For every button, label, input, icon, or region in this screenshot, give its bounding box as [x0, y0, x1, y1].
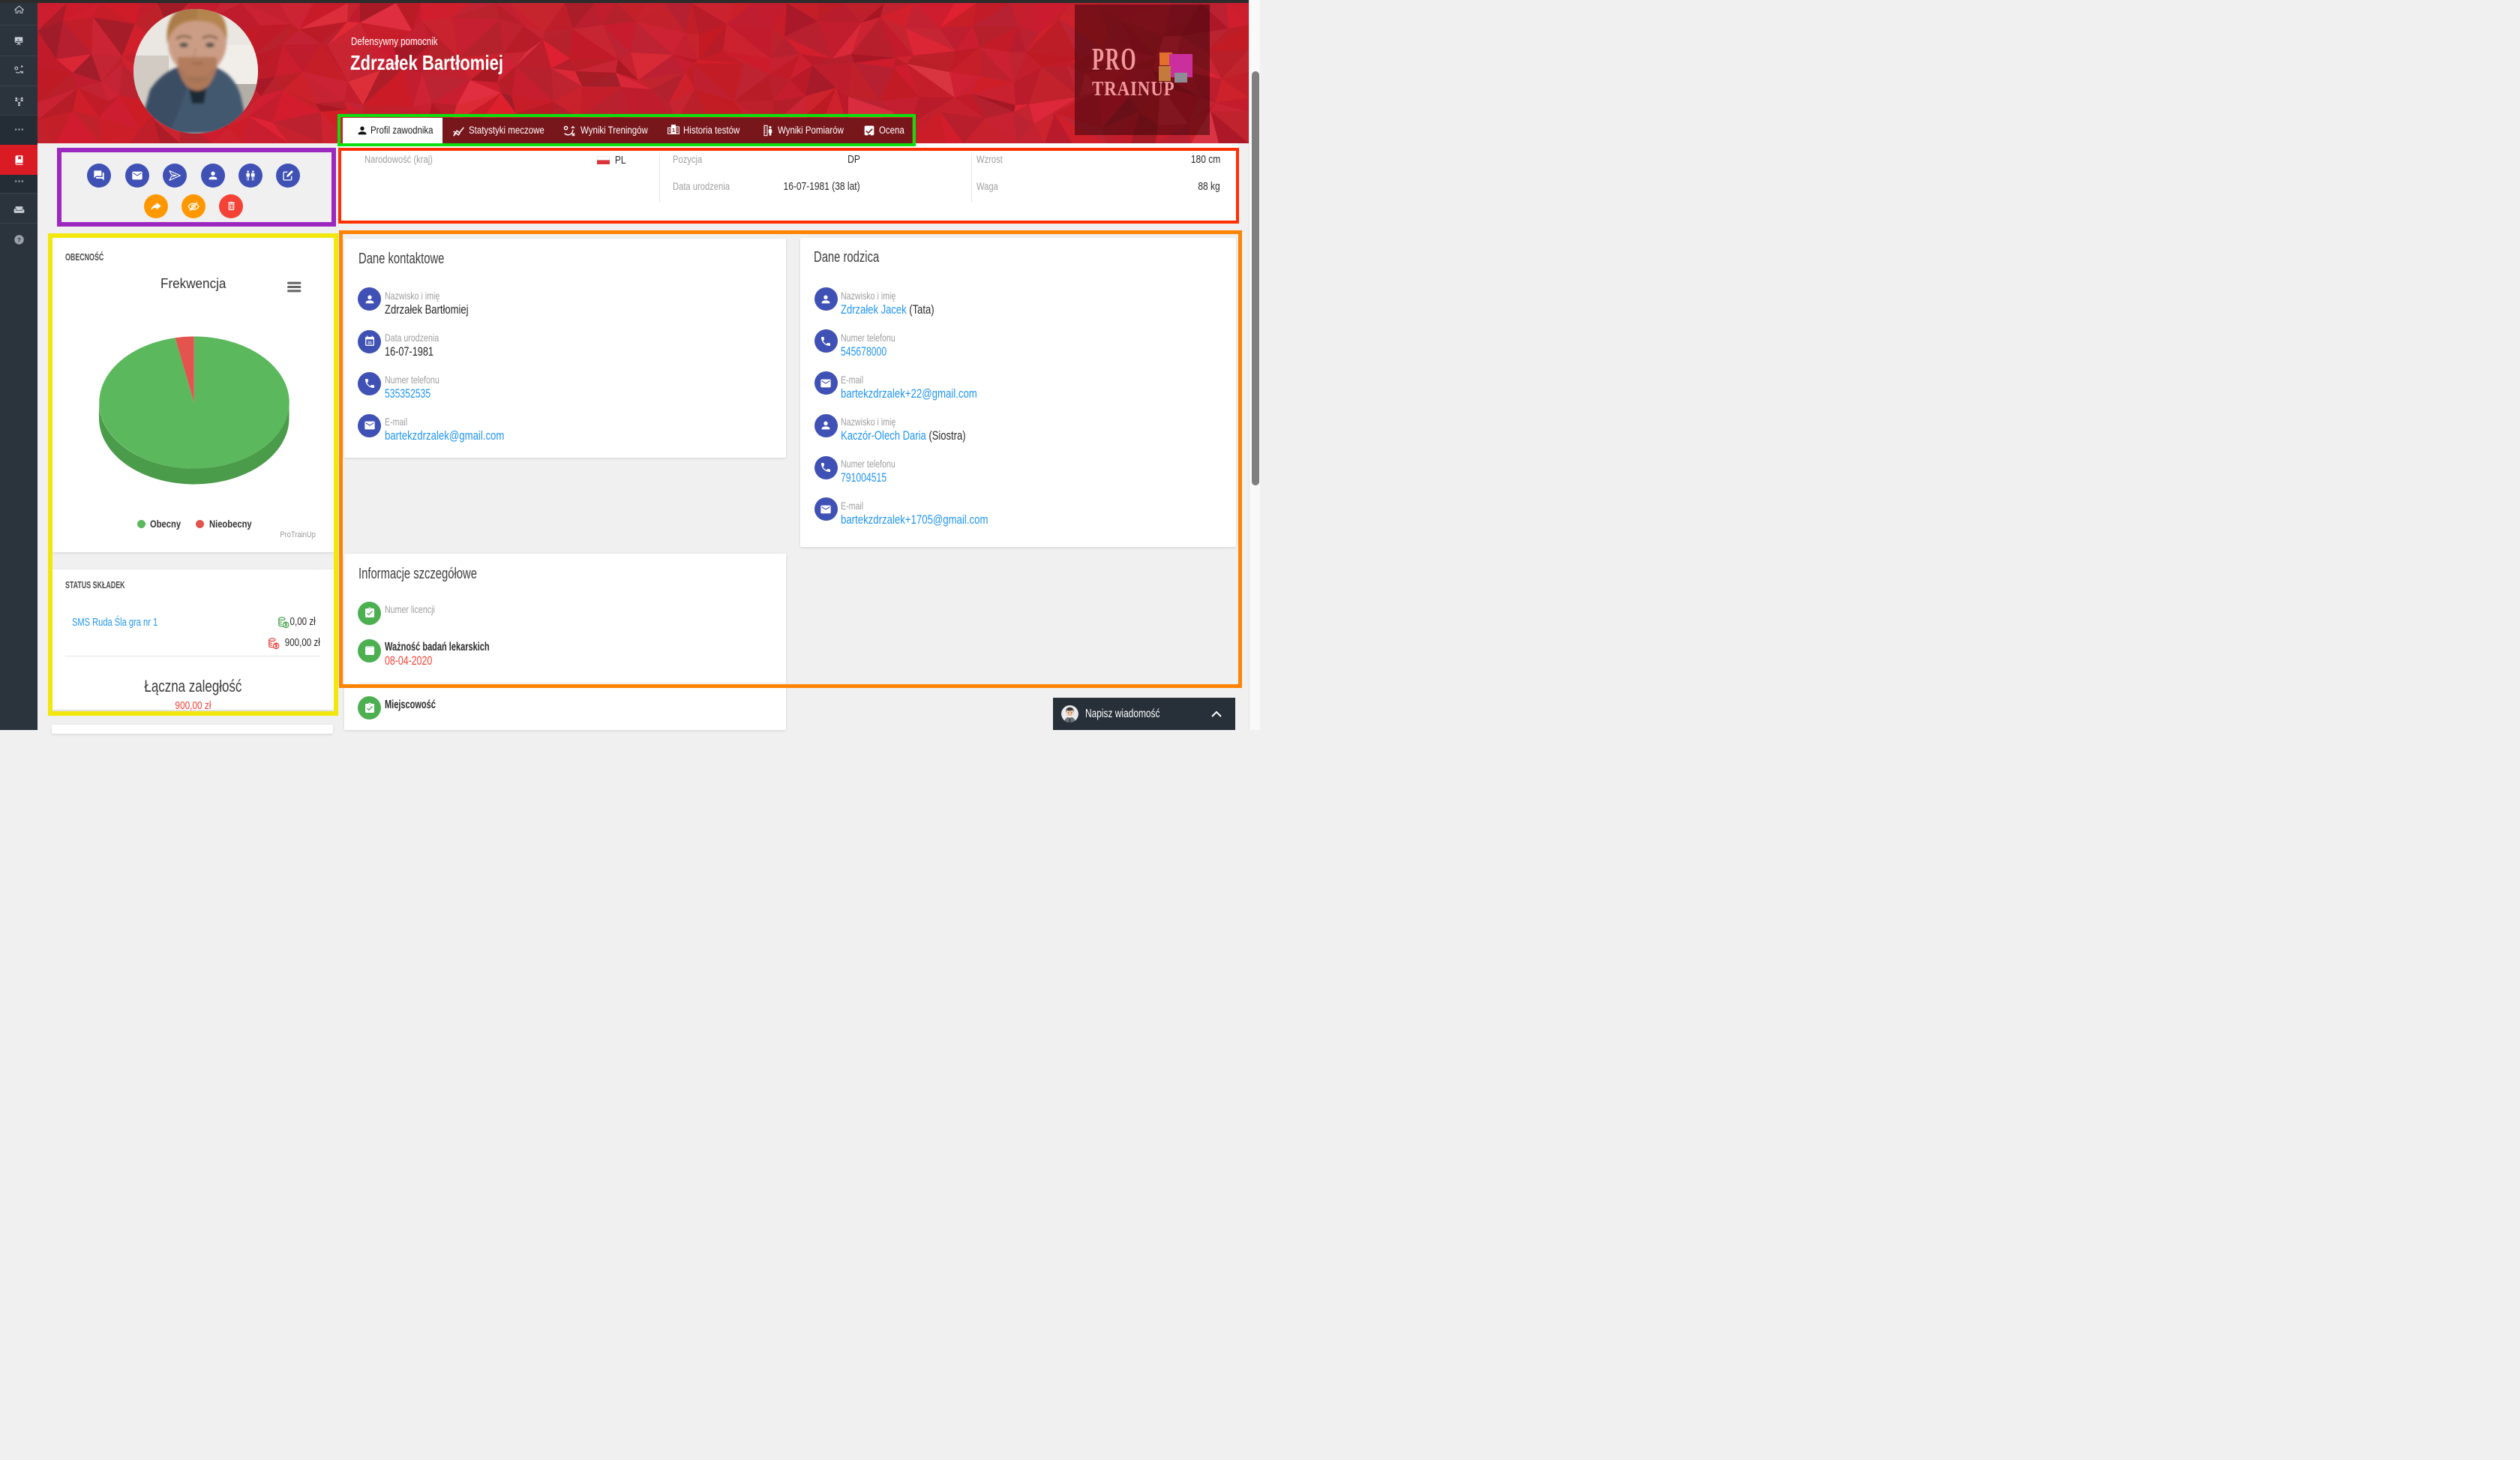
svg-text:1: 1 — [672, 127, 675, 133]
svg-text:?: ? — [17, 236, 21, 242]
svg-text:31: 31 — [368, 340, 372, 345]
